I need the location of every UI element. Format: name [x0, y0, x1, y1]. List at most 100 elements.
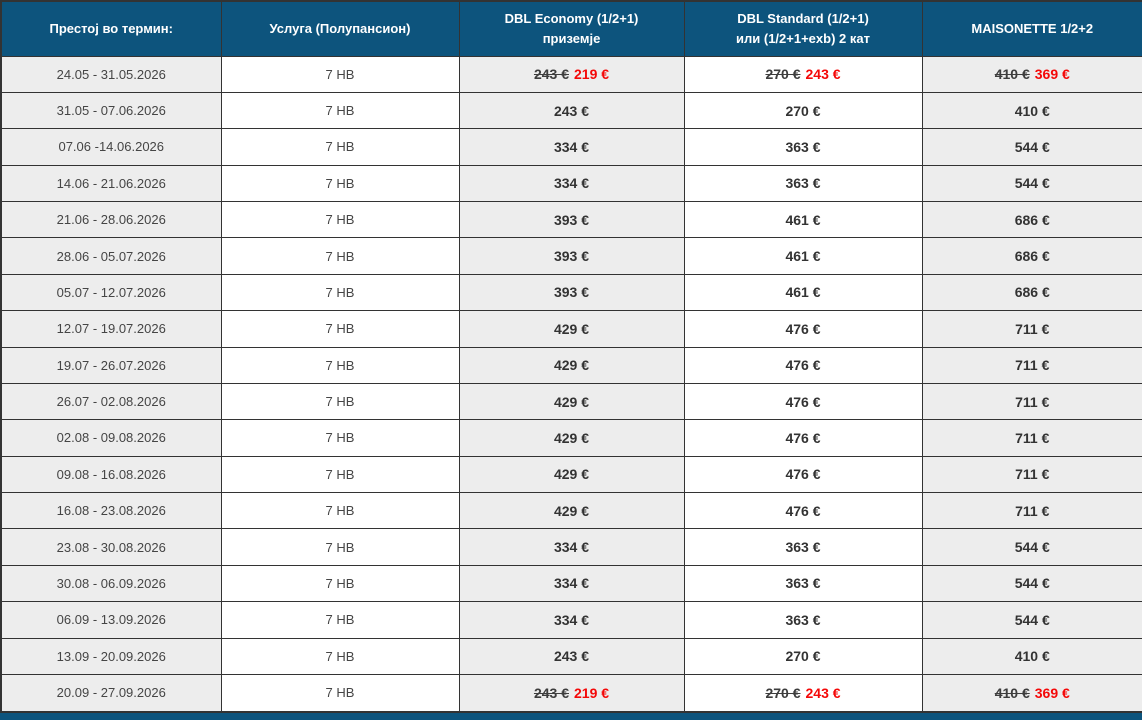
- service-cell: 7 HB: [220, 91, 460, 130]
- table-row: 24.05 - 31.05.2026 7 HB 243 €219 €270 €243…: [0, 55, 1142, 93]
- price-value: 429 €: [553, 429, 590, 446]
- price-cell: 429 €: [458, 346, 685, 384]
- service-cell: 7 HB: [220, 346, 460, 384]
- price-cell: 270 €: [683, 91, 923, 130]
- column-header-maisonette: MAISONETTE 1/2+2: [921, 0, 1142, 57]
- price-value: 393 €: [553, 211, 590, 228]
- price-cell: 476 €: [683, 346, 923, 384]
- price-value: 711 €: [1015, 320, 1050, 337]
- price-value: 363 €: [785, 539, 821, 556]
- price-value: 243 €: [553, 102, 590, 119]
- price-value: 544 €: [1014, 539, 1050, 556]
- table-row: 28.06 - 05.07.2026 7 HB 393 € 461 € 686 €: [0, 237, 1142, 275]
- service-cell: 7 HB: [220, 564, 460, 603]
- price-cell: 544 €: [921, 164, 1142, 203]
- price-value: 270 €: [785, 648, 821, 665]
- column-header-line: или (1/2+1+exb) 2 кат: [736, 30, 870, 46]
- service-cell: 7 HB: [220, 382, 460, 421]
- price-table-header: Престој во термин: Услуга (Полупансион) DB…: [0, 0, 1142, 57]
- table-row: 20.09 - 27.09.2026 7 HB 243 €219 €270 €243…: [0, 673, 1142, 713]
- service-cell: 7 HB: [220, 419, 460, 457]
- service-cell: 7 HB: [220, 528, 460, 566]
- period-cell: 31.05 - 07.06.2026: [0, 91, 222, 130]
- service-cell: 7 HB: [220, 55, 460, 93]
- column-header-period: Престој во термин:: [0, 0, 222, 57]
- price-cell: 476 €: [683, 455, 923, 494]
- price-value: 429 €: [553, 466, 590, 483]
- column-header-line: Престој во термин:: [49, 20, 173, 36]
- period-cell: 28.06 - 05.07.2026: [0, 237, 222, 275]
- service-cell: 7 HB: [220, 237, 460, 275]
- table-row: 06.09 - 13.09.2026 7 HB 334 € 363 € 544 €: [0, 601, 1142, 639]
- price-value: 476 €: [785, 393, 821, 410]
- price-cell: 363 €: [683, 564, 923, 603]
- price-value: 334 €: [553, 175, 590, 192]
- discounted-price: 219 €: [574, 66, 610, 83]
- column-header-line: MAISONETTE 1/2+2: [971, 20, 1094, 36]
- price-value: 363 €: [785, 175, 821, 192]
- price-value: 711 €: [1015, 357, 1050, 374]
- table-row: 07.06 -14.06.2026 7 HB 334 € 363 € 544 €: [0, 128, 1142, 166]
- price-cell: 711 €: [921, 419, 1142, 457]
- service-cell: 7 HB: [220, 455, 460, 494]
- price-cell: 410 €: [921, 91, 1142, 130]
- price-value: 544 €: [1014, 611, 1050, 628]
- price-cell: 410 €369 €: [921, 673, 1142, 713]
- table-row: 26.07 - 02.08.2026 7 HB 429 € 476 € 711 €: [0, 382, 1142, 421]
- column-header-dbl-economy: DBL Economy (1/2+1) приземје: [458, 0, 685, 57]
- price-cell: 429 €: [458, 455, 685, 494]
- price-cell: 476 €: [683, 310, 923, 348]
- price-value: 711 €: [1015, 502, 1050, 519]
- service-cell: 7 HB: [220, 128, 460, 166]
- price-cell: 243 €: [458, 637, 685, 675]
- discounted-price: 219 €: [574, 684, 610, 701]
- price-table-body: 24.05 - 31.05.2026 7 HB 243 €219 €270 €243…: [0, 55, 1142, 713]
- period-cell: 26.07 - 02.08.2026: [0, 382, 222, 421]
- period-cell: 30.08 - 06.09.2026: [0, 564, 222, 603]
- price-cell: 429 €: [458, 382, 685, 421]
- period-cell: 02.08 - 09.08.2026: [0, 419, 222, 457]
- price-cell: 711 €: [921, 491, 1142, 530]
- table-row: 02.08 - 09.08.2026 7 HB 429 € 476 € 711 €: [0, 419, 1142, 457]
- price-cell: 393 €: [458, 237, 685, 275]
- bottom-bar: [0, 713, 1142, 720]
- price-cell: 363 €: [683, 528, 923, 566]
- price-value: 393 €: [553, 248, 590, 265]
- price-value: 270 €: [785, 102, 821, 119]
- period-cell: 13.09 - 20.09.2026: [0, 637, 222, 675]
- service-cell: 7 HB: [220, 491, 460, 530]
- price-cell: 461 €: [683, 237, 923, 275]
- price-value: 711 €: [1015, 393, 1050, 410]
- price-cell: 544 €: [921, 128, 1142, 166]
- service-cell: 7 HB: [220, 164, 460, 203]
- price-value: 334 €: [553, 138, 590, 155]
- price-cell: 686 €: [921, 237, 1142, 275]
- table-row: 19.07 - 26.07.2026 7 HB 429 € 476 € 711 €: [0, 346, 1142, 384]
- price-cell: 334 €: [458, 164, 685, 203]
- price-cell: 334 €: [458, 601, 685, 639]
- header-row: Престој во термин: Услуга (Полупансион) DB…: [0, 0, 1142, 57]
- price-cell: 544 €: [921, 564, 1142, 603]
- old-price: 270 €: [765, 66, 801, 83]
- price-value: 544 €: [1014, 138, 1050, 155]
- column-header-line: приземје: [542, 30, 601, 46]
- price-value: 544 €: [1014, 175, 1050, 192]
- period-cell: 19.07 - 26.07.2026: [0, 346, 222, 384]
- price-cell: 711 €: [921, 346, 1142, 384]
- price-cell: 243 € 219 €: [458, 55, 685, 93]
- price-cell: 476 €: [683, 419, 923, 457]
- price-value: 476 €: [785, 502, 821, 519]
- period-cell: 20.09 - 27.09.2026: [0, 673, 222, 713]
- discounted-price: 243 €: [805, 684, 841, 701]
- price-value: 410 €: [1014, 102, 1050, 119]
- price-value: 686 €: [1014, 211, 1050, 228]
- table-row: 05.07 - 12.07.2026 7 HB 393 € 461 € 686 €: [0, 273, 1142, 312]
- price-cell: 711 €: [921, 310, 1142, 348]
- price-value: 711 €: [1015, 429, 1050, 446]
- price-value: 429 €: [553, 393, 590, 410]
- price-cell: 243 € 219 €: [458, 673, 685, 713]
- service-cell: 7 HB: [220, 637, 460, 675]
- price-cell: 334 €: [458, 564, 685, 603]
- price-value: 461 €: [785, 284, 821, 301]
